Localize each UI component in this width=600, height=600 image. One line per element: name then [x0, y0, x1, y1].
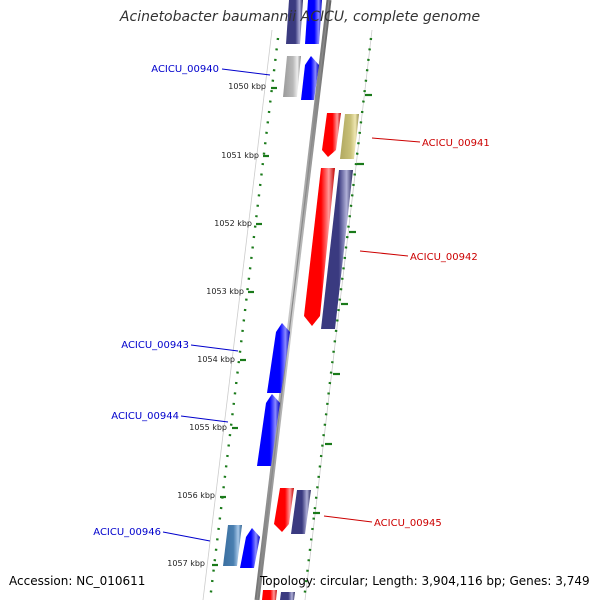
gene-feature-00945-navy [291, 490, 311, 534]
genome-summary: Topology: circular; Length: 3,904,116 bp… [260, 574, 590, 588]
gene-feature-00945 [274, 488, 294, 532]
gene-feature-00946-steel [223, 525, 242, 566]
gene-feature-00940 [301, 56, 319, 100]
gene-feature-00944 [257, 394, 280, 466]
gene-label-acicu-00943[interactable]: ACICU_00943 [121, 340, 189, 351]
map-title: Acinetobacter baumannii ACICU, complete … [119, 9, 481, 25]
gene-label-acicu-00940[interactable]: ACICU_00940 [151, 64, 219, 75]
kbp-label-1050: 1050 kbp [228, 82, 266, 91]
gene-features [223, 0, 359, 600]
track-guide-left [202, 29, 273, 600]
gene-feature-00942-navy [321, 170, 353, 329]
kbp-label-1057: 1057 kbp [167, 559, 205, 568]
gene-feature-bottom-red [262, 590, 277, 600]
gene-feature-00943 [267, 323, 290, 393]
gene-feature-top-blue [305, 0, 322, 44]
gene-label-acicu-00946[interactable]: ACICU_00946 [93, 527, 161, 538]
accession-text: Accession: NC_010611 [9, 574, 146, 588]
gene-label-acicu-00941[interactable]: ACICU_00941 [422, 138, 490, 149]
major-ticks [212, 86, 372, 567]
kbp-label-1056: 1056 kbp [177, 491, 215, 500]
track-guide-right [304, 29, 373, 600]
gene-feature-00940-gray [283, 56, 301, 97]
gene-label-acicu-00944[interactable]: ACICU_00944 [111, 411, 179, 422]
gene-feature-00946 [240, 528, 260, 568]
kbp-label-1053: 1053 kbp [206, 287, 244, 296]
gene-label-acicu-00942[interactable]: ACICU_00942 [410, 252, 478, 263]
label-leaders [162, 68, 421, 542]
gene-label-acicu-00945[interactable]: ACICU_00945 [374, 518, 442, 529]
gene-feature-top-navy [286, 0, 303, 44]
gene-feature-bottom-navy [280, 592, 295, 600]
kbp-label-1054: 1054 kbp [197, 355, 235, 364]
kbp-label-1052: 1052 kbp [214, 219, 252, 228]
gene-feature-00941-khaki [340, 114, 359, 159]
gene-feature-00941 [322, 113, 341, 157]
gene-feature-00942 [304, 168, 335, 326]
kbp-label-1055: 1055 kbp [189, 423, 227, 432]
kbp-label-1051: 1051 kbp [221, 151, 259, 160]
